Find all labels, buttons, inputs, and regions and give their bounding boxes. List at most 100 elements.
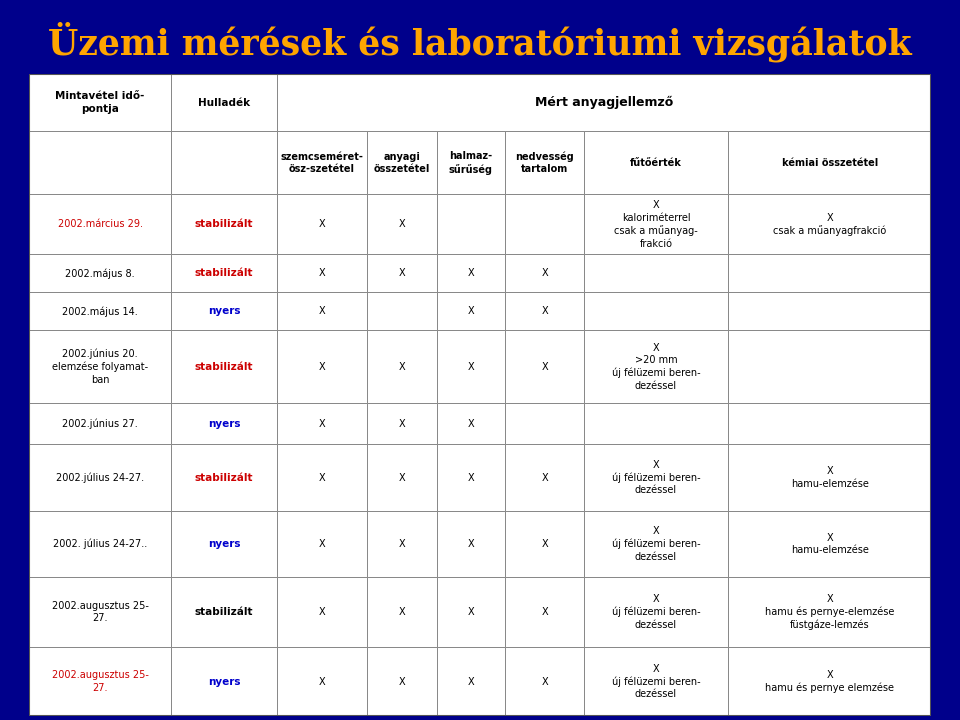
Text: X: X <box>319 539 325 549</box>
Text: X
hamu és pernye-elemzése
füstgáze-lemzés: X hamu és pernye-elemzése füstgáze-lemzé… <box>765 594 895 630</box>
Text: X: X <box>541 472 548 482</box>
Text: X: X <box>468 677 474 687</box>
Text: X
új félüzemi beren-
dezéssel: X új félüzemi beren- dezéssel <box>612 460 700 495</box>
Text: X: X <box>468 307 474 317</box>
Bar <box>277 194 368 254</box>
Bar <box>437 444 505 510</box>
Bar <box>584 647 728 716</box>
Bar <box>728 292 931 330</box>
Text: X
csak a műanyagfrakció: X csak a műanyagfrakció <box>773 212 886 236</box>
Text: kémiai összetétel: kémiai összetétel <box>781 158 877 168</box>
Text: X: X <box>319 307 325 317</box>
Bar <box>505 444 584 510</box>
Bar <box>437 577 505 647</box>
Bar <box>437 194 505 254</box>
Text: X: X <box>541 307 548 317</box>
Text: X: X <box>398 362 405 372</box>
Bar <box>728 510 931 577</box>
Bar <box>728 403 931 444</box>
Text: 2002.május 8.: 2002.május 8. <box>65 269 135 279</box>
Text: stabilizált: stabilizált <box>195 607 253 617</box>
Bar <box>277 292 368 330</box>
Bar <box>277 403 368 444</box>
Text: 2002.május 14.: 2002.május 14. <box>62 306 138 317</box>
Text: X: X <box>319 607 325 617</box>
Text: halmaz-
sűrűség: halmaz- sűrűség <box>449 151 493 174</box>
Bar <box>0 330 9 403</box>
Text: X: X <box>468 419 474 428</box>
Text: X
hamu és pernye elemzése: X hamu és pernye elemzése <box>765 670 894 693</box>
Bar <box>367 444 437 510</box>
Bar <box>505 292 584 330</box>
Text: X
új félüzemi beren-
dezéssel: X új félüzemi beren- dezéssel <box>612 594 700 630</box>
Text: X: X <box>468 607 474 617</box>
Bar <box>0 510 9 577</box>
Text: X: X <box>468 539 474 549</box>
Bar <box>505 577 584 647</box>
Bar <box>172 647 276 716</box>
Bar <box>728 647 931 716</box>
Bar <box>728 254 931 292</box>
Bar <box>367 194 437 254</box>
Bar <box>505 647 584 716</box>
Bar <box>584 330 728 403</box>
Bar <box>29 194 172 254</box>
Bar <box>0 577 9 647</box>
Text: 2002.június 27.: 2002.június 27. <box>62 418 138 429</box>
Bar <box>29 577 172 647</box>
Text: szemcseméret-
ösz-szetétel: szemcseméret- ösz-szetétel <box>280 151 364 174</box>
Text: X
új félüzemi beren-
dezéssel: X új félüzemi beren- dezéssel <box>612 526 700 562</box>
Text: Mért anyagjellemző: Mért anyagjellemző <box>535 96 673 109</box>
Text: X: X <box>319 677 325 687</box>
Bar <box>505 510 584 577</box>
Bar <box>584 577 728 647</box>
Bar <box>437 254 505 292</box>
Text: nyers: nyers <box>208 539 240 549</box>
Bar <box>584 292 728 330</box>
Text: nyers: nyers <box>208 307 240 317</box>
Text: stabilizált: stabilizált <box>195 472 253 482</box>
Text: X: X <box>319 362 325 372</box>
Bar <box>367 292 437 330</box>
Text: X: X <box>541 269 548 279</box>
Bar <box>437 292 505 330</box>
Bar <box>0 647 9 716</box>
Text: X: X <box>319 269 325 279</box>
Bar <box>29 292 172 330</box>
Text: X
hamu-elemzése: X hamu-elemzése <box>791 533 869 555</box>
Text: X: X <box>541 677 548 687</box>
Bar <box>0 74 9 131</box>
Text: nedvesség
tartalom: nedvesség tartalom <box>516 151 574 174</box>
Bar <box>29 330 172 403</box>
Bar <box>277 510 368 577</box>
Bar <box>728 577 931 647</box>
Text: X: X <box>468 472 474 482</box>
Bar <box>505 194 584 254</box>
Bar <box>0 194 9 254</box>
Bar <box>505 131 584 194</box>
Text: nyers: nyers <box>208 419 240 428</box>
Text: X: X <box>398 472 405 482</box>
Bar <box>0 254 9 292</box>
Bar <box>505 403 584 444</box>
Text: X: X <box>319 419 325 428</box>
Bar <box>0 292 9 330</box>
Text: 2002.augusztus 25-
27.: 2002.augusztus 25- 27. <box>52 600 149 624</box>
Bar <box>367 131 437 194</box>
Text: anyagi
összetétel: anyagi összetétel <box>373 151 430 174</box>
Bar <box>277 74 931 131</box>
Bar <box>505 330 584 403</box>
Bar <box>437 510 505 577</box>
Text: X
>20 mm
új félüzemi beren-
dezéssel: X >20 mm új félüzemi beren- dezéssel <box>612 343 700 391</box>
Bar <box>172 194 276 254</box>
Text: stabilizált: stabilizált <box>195 362 253 372</box>
Bar <box>0 131 9 194</box>
Bar <box>172 510 276 577</box>
Text: Mintavétel idő-
pontja: Mintavétel idő- pontja <box>56 91 145 114</box>
Text: 2002. július 24-27..: 2002. július 24-27.. <box>53 539 147 549</box>
Bar <box>367 647 437 716</box>
Bar <box>584 254 728 292</box>
Bar <box>29 444 172 510</box>
Text: fűtőérték: fűtőérték <box>630 158 682 168</box>
Bar <box>367 254 437 292</box>
